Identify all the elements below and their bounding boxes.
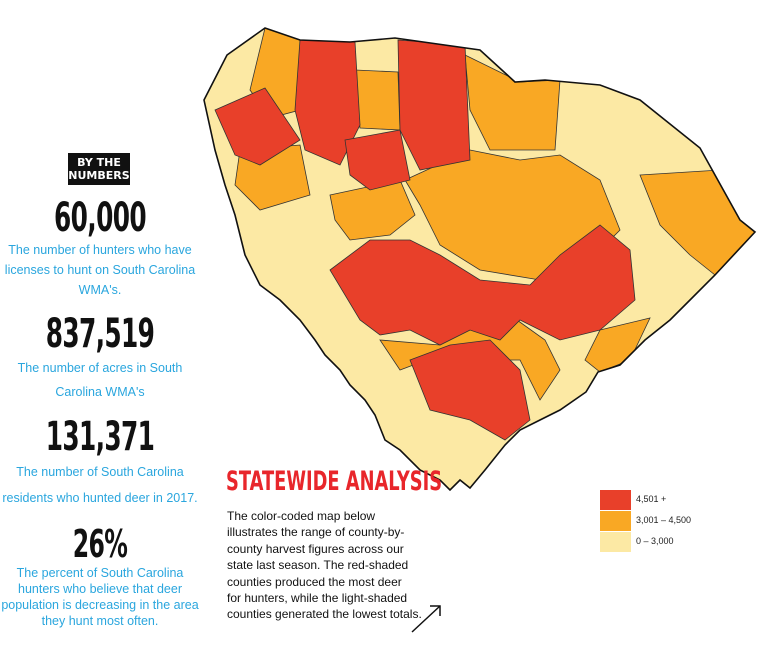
county-high [329, 224, 636, 346]
analysis-line: The color-coded map below [227, 509, 376, 523]
analysis-line: illustrates the range of county-by- [227, 525, 405, 540]
legend-swatch [600, 532, 631, 552]
stat-desc: population is decreasing in the area [1, 598, 199, 612]
stat-percent: 26% The percent of South Carolina hunter… [0, 523, 200, 629]
stat-value: 60,000 [54, 195, 147, 241]
stat-desc: Carolina WMA's [55, 385, 145, 399]
stat-desc: The number of South Carolina [16, 465, 184, 479]
stat-value: 837,519 [45, 311, 155, 357]
analysis-line: for hunters, while the light-shaded [227, 591, 408, 606]
analysis-paragraph: The color-coded map below illustrates th… [227, 508, 442, 623]
legend-label: 0 – 3,000 [636, 536, 674, 546]
legend-swatch [600, 511, 631, 531]
analysis-title: STATEWIDE ANALYSIS [226, 466, 443, 497]
legend-label: 4,501 + [636, 494, 667, 504]
badge-line2: NUMBERS [68, 169, 130, 182]
stat-desc: The percent of South Carolina [16, 566, 184, 580]
county-high [344, 129, 411, 191]
stat-acres: 837,519 The number of acres in South Car… [0, 312, 200, 404]
stat-desc: residents who hunted deer in 2017. [2, 491, 198, 505]
legend-label: 3,001 – 4,500 [636, 515, 692, 525]
legend-swatch [600, 490, 631, 510]
stat-value: 26% [72, 522, 128, 566]
stat-desc: WMA's. [78, 283, 122, 297]
stat-value: 131,371 [45, 414, 155, 460]
analysis-line: counties produced the most deer [227, 574, 402, 589]
stat-desc: The number of hunters who have [8, 243, 192, 257]
analysis-line: state last season. The red-shaded [227, 558, 409, 573]
stat-desc: The number of acres in South [17, 361, 183, 375]
badge-line1: BY THE [77, 156, 121, 169]
county-high [214, 87, 301, 166]
county-high [409, 339, 531, 441]
analysis-line: counties generated the lowest totals. [227, 607, 422, 622]
arrow-icon [411, 605, 441, 633]
stat-desc: hunters who believe that deer [18, 582, 182, 596]
stat-desc: licenses to hunt on South Carolina [4, 263, 196, 277]
stat-hunters: 60,000 The number of hunters who have li… [0, 196, 200, 300]
by-the-numbers-badge: BY THE NUMBERS [68, 153, 130, 185]
county-mid [354, 69, 401, 131]
stat-residents: 131,371 The number of South Carolina res… [0, 415, 200, 511]
analysis-line: county harvest figures across our [227, 541, 404, 556]
stat-desc: they hunt most often. [41, 614, 159, 628]
